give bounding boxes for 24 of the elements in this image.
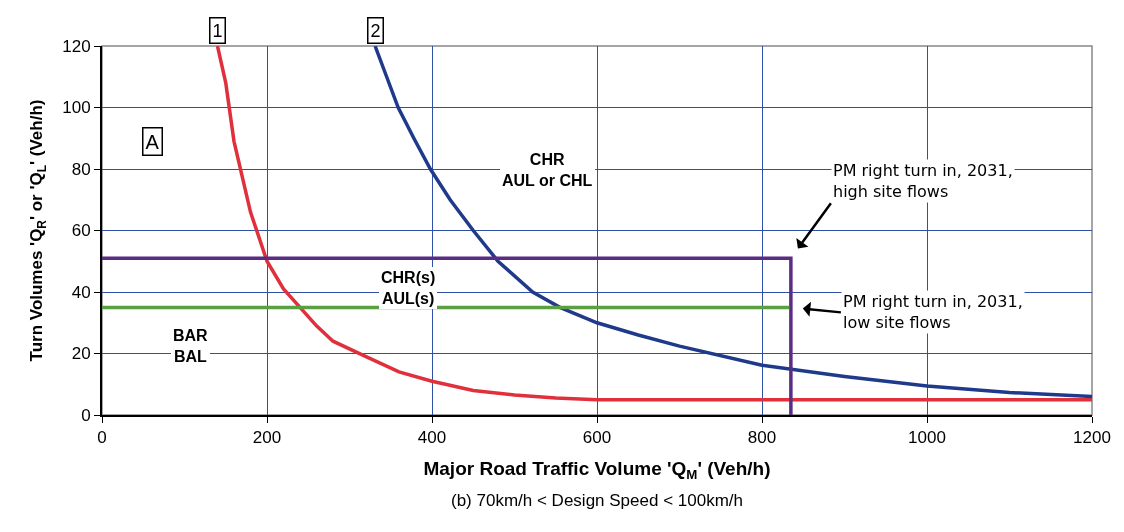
x-tick-label: 1200 xyxy=(1073,428,1111,448)
text: (b) 70km/h < Design Speed < 100km/h xyxy=(451,491,743,510)
y-tick-label: 0 xyxy=(81,405,91,425)
y-tick-label: 60 xyxy=(71,221,91,241)
annotation: PM right turn in, 2031, low site flows xyxy=(843,292,1023,332)
annotation: PM right turn in, 2031, high site flows xyxy=(833,161,1013,201)
annotation: CHR(s) AUL(s) xyxy=(381,269,436,307)
annotation: A xyxy=(145,130,160,153)
y-tick-label: 20 xyxy=(71,344,91,364)
x-axis-title: Major Road Traffic Volume 'Q$_{M}$' (Veh/h) xyxy=(423,457,771,482)
x-tick-label: 1000 xyxy=(908,428,946,448)
y-tick-label: 80 xyxy=(71,159,91,179)
x-tick-label: 600 xyxy=(582,428,612,448)
series-label: 1 xyxy=(212,20,223,41)
x-tick-label: 200 xyxy=(252,428,282,448)
x-tick-label: 800 xyxy=(747,428,777,448)
x-tick-label: 0 xyxy=(97,428,107,448)
x-tick-label: 400 xyxy=(417,428,447,448)
y-tick-label: 100 xyxy=(62,98,91,118)
y-tick-label: 40 xyxy=(71,282,91,302)
series-label: 2 xyxy=(370,20,381,41)
annotation: BAR BAL xyxy=(173,327,209,365)
y-tick-label: 120 xyxy=(62,36,91,56)
annotation: CHR AUL or CHL xyxy=(502,151,593,189)
